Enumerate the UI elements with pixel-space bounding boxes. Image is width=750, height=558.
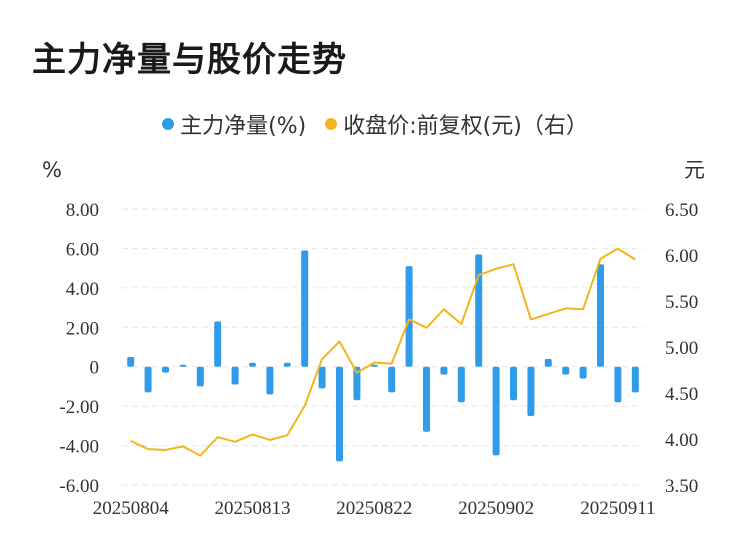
net-flow-bar [301, 250, 309, 367]
net-flow-bar [179, 364, 187, 367]
right-axis-tick-label: 6.00 [665, 246, 698, 267]
net-flow-bar [144, 366, 152, 393]
net-flow-bar [283, 362, 291, 367]
right-axis-tick-label: 6.50 [665, 200, 698, 221]
net-flow-bar [249, 362, 256, 367]
net-flow-bar [370, 364, 378, 367]
net-flow-bar [544, 358, 552, 367]
net-flow-bar [457, 366, 465, 403]
net-flow-bar [579, 366, 587, 379]
legend-item-close-price[interactable]: 收盘价:前复权(元)（右） [325, 108, 588, 140]
left-axis-tick-label: -4.00 [59, 437, 99, 458]
net-flow-bar [127, 356, 135, 367]
net-flow-bar [562, 366, 570, 375]
legend-item-net-flow[interactable]: 主力净量(%) [162, 108, 306, 140]
net-flow-bar [527, 366, 535, 416]
net-flow-bar [162, 366, 169, 373]
left-axis-tick-label: -2.00 [59, 397, 99, 418]
right-axis-tick-label: 4.00 [665, 430, 698, 451]
net-flow-bar [318, 366, 326, 389]
right-axis-tick-label: 5.50 [665, 292, 698, 313]
legend: 主力净量(%) 收盘价:前复权(元)（右） [0, 108, 750, 140]
x-axis-tick-label: 20250911 [580, 498, 655, 519]
net-flow-bar [440, 366, 448, 375]
net-flow-bar [266, 366, 274, 395]
legend-label-net-flow: 主力净量(%) [180, 114, 307, 139]
net-flow-bar [597, 264, 604, 367]
net-flow-bar [631, 366, 639, 393]
left-axis-tick-label: 0 [90, 358, 100, 379]
net-flow-bar [336, 366, 343, 462]
x-axis-tick-label: 20250822 [336, 498, 412, 519]
x-axis-tick-label: 20250804 [93, 498, 170, 519]
close-price-line [130, 247, 636, 457]
chart-title: 主力净量与股价走势 [32, 40, 347, 80]
right-axis-tick-label: 3.50 [665, 476, 698, 497]
x-axis-tick-label: 20250813 [215, 498, 291, 519]
net-flow-bar [405, 266, 413, 367]
net-flow-bar [475, 254, 483, 367]
net-flow-bar [492, 366, 500, 456]
net-flow-bar [353, 366, 361, 401]
x-axis-tick-label: 20250902 [458, 498, 534, 519]
legend-dot-icon [162, 118, 175, 130]
right-axis-tick-label: 5.00 [665, 338, 698, 359]
net-flow-bar [614, 366, 622, 403]
net-flow-bar [388, 366, 396, 393]
left-axis-tick-label: 4.00 [66, 279, 99, 300]
left-axis-unit: % [42, 158, 62, 182]
left-axis-tick-label: 2.00 [66, 318, 99, 339]
net-flow-bar [510, 366, 517, 401]
net-flow-bar [196, 366, 204, 387]
net-flow-bar [423, 366, 430, 432]
left-axis-tick-label: -6.00 [59, 476, 99, 497]
right-axis-unit: 元 [684, 158, 705, 182]
left-axis-tick-label: 6.00 [66, 239, 99, 260]
right-axis-tick-label: 4.50 [665, 384, 698, 405]
left-axis-tick-label: 8.00 [66, 200, 99, 221]
net-flow-bar [231, 366, 239, 385]
net-flow-bar [214, 321, 222, 367]
legend-dot-icon [325, 118, 338, 130]
legend-label-close-price: 收盘价:前复权(元)（右） [343, 114, 588, 139]
